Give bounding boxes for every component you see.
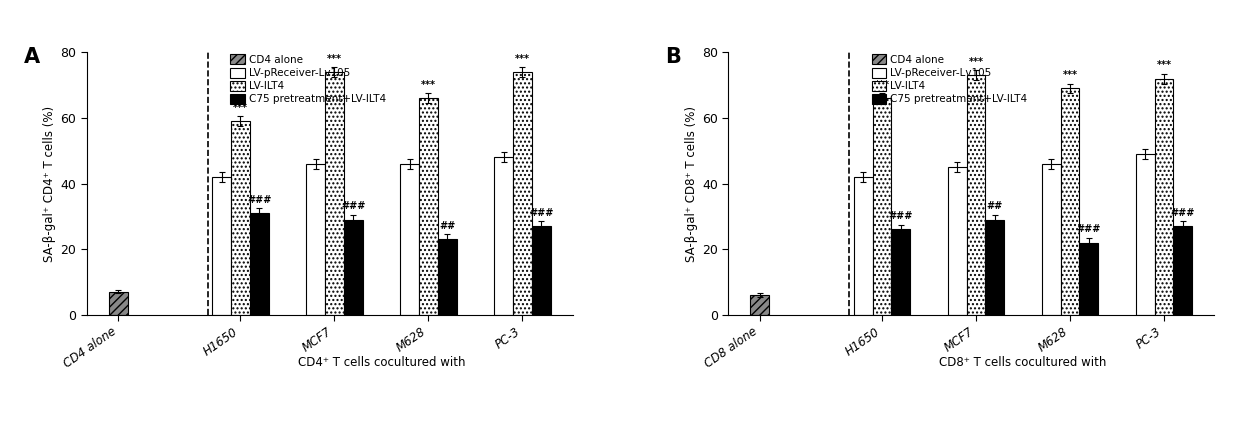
Bar <box>109 292 128 315</box>
Bar <box>306 164 325 315</box>
Text: ###: ### <box>1077 224 1101 234</box>
Text: ***: *** <box>969 57 984 67</box>
Bar <box>250 213 269 315</box>
Text: ###: ### <box>888 211 913 221</box>
Y-axis label: SA-β-gal⁺ CD8⁺ T cells (%): SA-β-gal⁺ CD8⁺ T cells (%) <box>685 106 698 261</box>
Y-axis label: SA-β-gal⁺ CD4⁺ T cells (%): SA-β-gal⁺ CD4⁺ T cells (%) <box>43 105 56 262</box>
Bar <box>1136 154 1155 315</box>
Bar <box>1042 164 1061 315</box>
Text: ***: *** <box>1156 60 1171 70</box>
Bar <box>513 72 532 315</box>
Bar <box>872 98 891 315</box>
Text: A: A <box>24 47 40 67</box>
Bar <box>325 72 344 315</box>
Bar <box>1155 79 1173 315</box>
Text: B: B <box>665 47 681 67</box>
Text: ***: *** <box>1062 70 1078 80</box>
Bar <box>212 177 230 315</box>
Text: ##: ## <box>986 201 1002 212</box>
Text: ###: ### <box>247 195 271 205</box>
Bar <box>854 177 872 315</box>
Text: CD4⁺ T cells cocultured with: CD4⁺ T cells cocultured with <box>297 356 465 368</box>
Bar <box>985 219 1004 315</box>
Text: ###: ### <box>1171 208 1194 218</box>
Bar <box>1173 226 1192 315</box>
Text: CD8⁺ T cells cocultured with: CD8⁺ T cells cocultured with <box>939 356 1106 368</box>
Bar <box>948 167 966 315</box>
Text: ***: *** <box>233 103 248 113</box>
Text: ***: *** <box>875 80 890 90</box>
Bar <box>966 75 985 315</box>
Bar <box>1079 243 1098 315</box>
Legend: CD4 alone, LV-pReceiver-Lv105, LV-ILT4, C75 pretreatment+LV-ILT4: CD4 alone, LV-pReceiver-Lv105, LV-ILT4, … <box>228 52 388 107</box>
Text: ###: ### <box>529 208 554 218</box>
Bar <box>1061 88 1079 315</box>
Text: ###: ### <box>341 201 366 212</box>
Bar <box>494 157 513 315</box>
Text: ##: ## <box>439 221 456 231</box>
Bar <box>230 121 250 315</box>
Text: ***: *** <box>515 54 530 64</box>
Text: ***: *** <box>327 54 342 64</box>
Legend: CD4 alone, LV-pReceiver-Lv105, LV-ILT4, C75 pretreatment+LV-ILT4: CD4 alone, LV-pReceiver-Lv105, LV-ILT4, … <box>870 52 1030 107</box>
Bar <box>437 239 457 315</box>
Bar <box>751 295 769 315</box>
Bar <box>400 164 419 315</box>
Bar <box>344 219 363 315</box>
Bar <box>891 229 911 315</box>
Text: ***: *** <box>421 80 436 90</box>
Bar <box>532 226 550 315</box>
Bar <box>419 98 437 315</box>
